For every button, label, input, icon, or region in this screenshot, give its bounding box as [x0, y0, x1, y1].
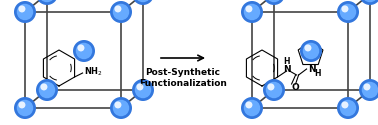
Circle shape — [245, 101, 253, 108]
Circle shape — [39, 82, 55, 98]
Text: NH$_2$: NH$_2$ — [84, 66, 102, 78]
Text: N: N — [283, 64, 290, 74]
Circle shape — [341, 5, 349, 12]
Circle shape — [362, 0, 378, 2]
Circle shape — [300, 40, 322, 62]
Circle shape — [77, 44, 84, 52]
Circle shape — [340, 100, 356, 116]
Circle shape — [113, 4, 129, 20]
Circle shape — [359, 79, 378, 101]
Circle shape — [359, 0, 378, 5]
Circle shape — [135, 82, 151, 98]
Circle shape — [40, 83, 48, 90]
Circle shape — [263, 0, 285, 5]
Circle shape — [14, 97, 36, 119]
Circle shape — [19, 5, 25, 12]
Circle shape — [132, 0, 154, 5]
Circle shape — [17, 100, 33, 116]
Circle shape — [36, 0, 58, 5]
Text: N: N — [308, 66, 315, 74]
Circle shape — [241, 97, 263, 119]
Circle shape — [135, 0, 151, 2]
Circle shape — [76, 43, 92, 59]
Circle shape — [132, 79, 154, 101]
Circle shape — [266, 0, 282, 2]
Circle shape — [113, 100, 129, 116]
Circle shape — [304, 44, 311, 52]
Circle shape — [337, 97, 359, 119]
Text: O: O — [292, 84, 299, 92]
Circle shape — [362, 82, 378, 98]
Circle shape — [39, 0, 55, 2]
Circle shape — [337, 1, 359, 23]
Circle shape — [136, 83, 143, 90]
Circle shape — [303, 43, 319, 59]
Circle shape — [266, 82, 282, 98]
Circle shape — [244, 100, 260, 116]
Circle shape — [110, 97, 132, 119]
Circle shape — [36, 79, 58, 101]
Circle shape — [244, 4, 260, 20]
Circle shape — [73, 40, 95, 62]
Circle shape — [341, 101, 349, 108]
Circle shape — [19, 101, 25, 108]
Circle shape — [115, 5, 121, 12]
Circle shape — [263, 79, 285, 101]
Text: H: H — [284, 58, 290, 66]
Circle shape — [17, 4, 33, 20]
Circle shape — [245, 5, 253, 12]
Circle shape — [14, 1, 36, 23]
Circle shape — [363, 83, 370, 90]
Text: Post-Synthetic
Functionalization: Post-Synthetic Functionalization — [139, 68, 227, 88]
Circle shape — [115, 101, 121, 108]
Circle shape — [110, 1, 132, 23]
Circle shape — [340, 4, 356, 20]
Text: H: H — [314, 70, 321, 78]
Circle shape — [241, 1, 263, 23]
Circle shape — [267, 83, 274, 90]
